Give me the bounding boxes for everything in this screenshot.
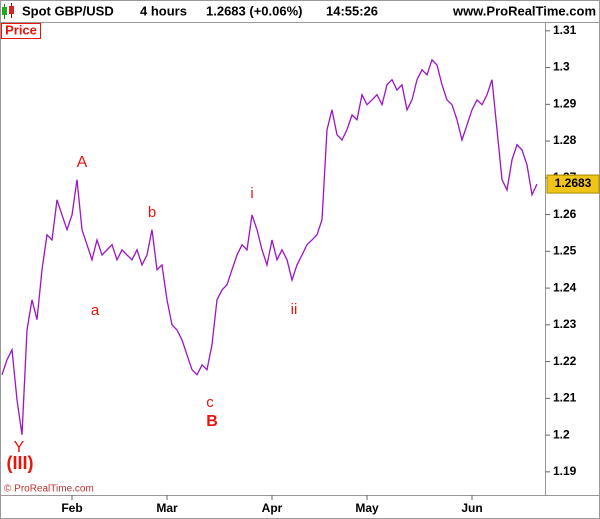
y-tick-label: 1.28 <box>553 133 577 147</box>
last-value-box <box>546 174 600 194</box>
wave-label: Y <box>14 439 25 456</box>
axis-label-box <box>1 23 41 39</box>
wave-label: B <box>206 413 218 430</box>
header-icon <box>2 3 14 19</box>
timeframe: 4 hours <box>140 3 187 18</box>
wave-label: b <box>148 204 156 221</box>
y-tick-label: 1.23 <box>553 317 577 331</box>
site: www.ProRealTime.com <box>452 3 596 18</box>
y-tick-label: 1.19 <box>553 464 577 478</box>
price-line <box>1 58 538 435</box>
y-tick-label: 1.25 <box>553 244 577 258</box>
wave-label: c <box>206 394 214 411</box>
y-tick-label: 1.3 <box>553 60 570 74</box>
last-value-label: 1.2683 <box>555 176 592 190</box>
wave-label: ii <box>291 301 298 318</box>
y-tick-label: 1.26 <box>553 207 577 221</box>
wave-label: A <box>77 154 88 171</box>
x-tick-label: Mar <box>156 501 178 515</box>
axis-label: Price <box>5 22 37 37</box>
y-tick-label: 1.29 <box>553 96 577 110</box>
quote: 1.2683 (+0.06%) <box>206 3 302 18</box>
y-tick-label: 1.31 <box>553 23 577 37</box>
y-tick-label: 1.2 <box>553 427 570 441</box>
wave-label: i <box>250 185 253 202</box>
x-tick-label: Feb <box>61 501 82 515</box>
time: 14:55:26 <box>326 3 378 18</box>
watermark: © ProRealTime.com <box>4 484 94 495</box>
wave-label: a <box>91 302 100 319</box>
x-tick-label: Apr <box>262 501 283 515</box>
x-tick-label: Jun <box>461 501 482 515</box>
instrument: Spot GBP/USD <box>22 3 114 18</box>
wave-label: (III) <box>7 453 34 473</box>
y-tick-label: 1.22 <box>553 354 577 368</box>
y-tick-label: 1.21 <box>553 391 577 405</box>
x-tick-label: May <box>355 501 379 515</box>
y-tick-label: 1.24 <box>553 280 577 294</box>
